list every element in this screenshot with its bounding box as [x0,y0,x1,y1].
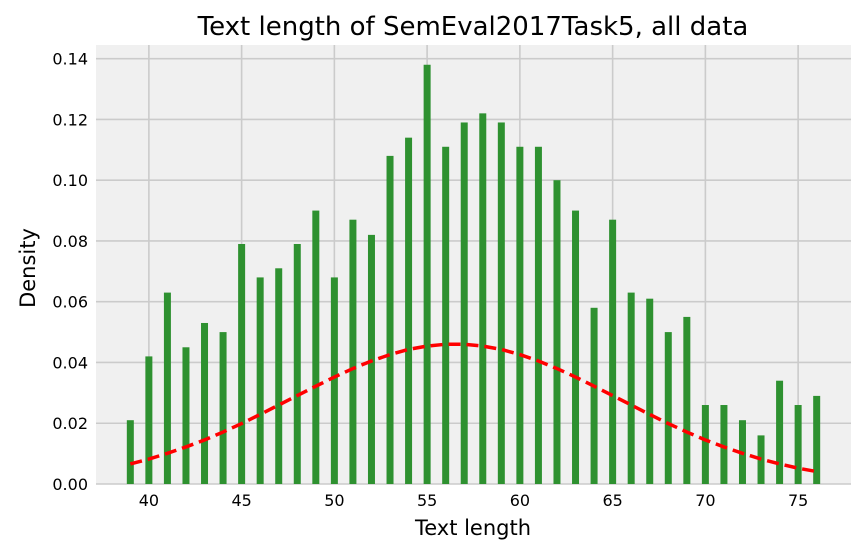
y-tick-label: 0.14 [52,50,88,69]
bar [219,332,227,484]
y-tick-label: 0.10 [52,171,88,190]
x-tick-label: 45 [231,491,251,510]
bar [238,243,246,484]
x-tick-label: 40 [139,491,159,510]
bar [553,180,561,484]
bar [572,210,580,484]
bar [182,347,190,484]
bar [813,395,821,484]
chart-title: Text length of SemEval2017Task5, all dat… [197,12,749,42]
x-tick-label: 55 [417,491,437,510]
bar [479,113,487,485]
y-tick-label: 0.02 [52,414,88,433]
bar [423,64,431,484]
bar [646,298,654,484]
bar [516,146,524,484]
bar [349,219,357,484]
bar [701,405,709,484]
y-tick-label: 0.04 [52,353,88,372]
bar [442,146,450,484]
bar [201,322,209,484]
bar [275,268,283,484]
bar [590,307,598,484]
x-axis-label: Text length [414,516,531,540]
y-tick-label: 0.06 [52,293,88,312]
bar [145,356,153,484]
bar [330,277,338,484]
bar [720,405,728,484]
bar [497,122,505,485]
x-tick-label: 50 [324,491,344,510]
x-tick-label: 70 [695,491,715,510]
density-curve [129,342,817,474]
bar-series [126,64,821,485]
bar [627,292,635,484]
bar [386,155,394,484]
bar [609,219,617,484]
bar [460,122,468,485]
bar [405,137,413,485]
y-tick-label: 0.12 [52,110,88,129]
y-tick-label: 0.00 [52,475,88,494]
plot-area [96,45,851,484]
bar [256,277,264,484]
x-tick-label: 75 [788,491,808,510]
x-tick-labels: 40 45 50 55 60 65 70 75 [139,491,809,510]
bar [126,420,134,484]
x-tick-label: 65 [602,491,622,510]
bar [534,146,542,484]
bar [163,292,171,484]
y-tick-labels: 0.00 0.02 0.04 0.06 0.08 0.10 0.12 0.14 [52,50,88,494]
bar [776,380,784,484]
x-tick-label: 60 [510,491,530,510]
bar [293,243,301,484]
y-tick-label: 0.08 [52,232,88,251]
y-axis-label: Density [16,228,40,308]
bar [683,316,691,484]
bar [312,210,320,484]
bar [664,332,672,484]
bar [794,405,802,484]
